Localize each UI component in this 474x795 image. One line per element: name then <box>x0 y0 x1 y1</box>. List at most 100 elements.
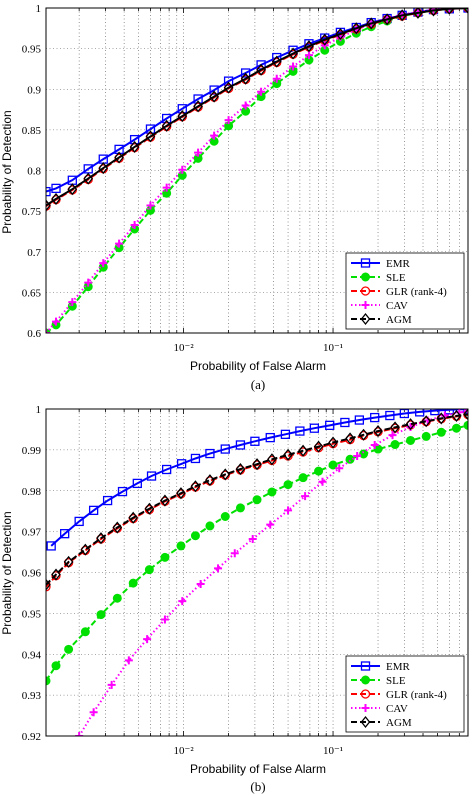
data-point <box>451 423 461 433</box>
data-point <box>64 644 74 654</box>
legend-label: CAV <box>386 703 408 715</box>
data-point <box>295 426 305 436</box>
y-tick-label: 0.75 <box>22 206 42 218</box>
data-point <box>220 468 231 481</box>
data-point <box>430 409 440 416</box>
legend-marker <box>360 715 371 729</box>
data-point <box>84 278 93 287</box>
data-point <box>196 579 205 588</box>
data-point <box>224 116 233 125</box>
data-point <box>160 615 169 624</box>
data-point <box>190 480 201 493</box>
series-line <box>46 8 468 333</box>
data-point <box>220 512 230 522</box>
data-point <box>353 452 362 461</box>
data-point <box>145 130 156 143</box>
data-point <box>436 412 447 425</box>
data-point <box>304 51 313 60</box>
data-point <box>370 412 380 423</box>
data-point <box>51 192 61 205</box>
data-point <box>328 436 338 449</box>
legend-marker <box>360 312 371 326</box>
data-point <box>130 220 139 229</box>
data-point <box>444 8 455 15</box>
data-point <box>205 521 215 531</box>
data-point <box>176 487 186 500</box>
data-point <box>144 502 155 515</box>
data-point <box>190 531 200 541</box>
data-point <box>80 543 91 556</box>
axes-frame <box>45 408 469 737</box>
plot-area <box>46 8 468 333</box>
legend-marker <box>360 661 371 671</box>
data-point <box>112 521 123 534</box>
data-point <box>89 708 98 717</box>
data-point <box>335 27 346 41</box>
data-point <box>413 8 423 19</box>
data-point <box>388 431 397 440</box>
panel-b: Probability of Detection Probability of … <box>0 404 469 794</box>
data-point <box>345 432 355 445</box>
data-point <box>102 495 113 506</box>
data-point <box>51 568 61 581</box>
plot-area <box>46 409 468 736</box>
panel-caption: (a) <box>251 377 265 392</box>
data-point <box>161 119 172 132</box>
data-point <box>252 495 262 505</box>
data-point <box>88 505 99 516</box>
legend-label: EMR <box>386 661 411 673</box>
data-point <box>252 458 262 471</box>
data-point <box>390 440 400 450</box>
legend-marker <box>360 286 371 296</box>
axes-frame <box>45 7 469 334</box>
x-tick-label: 10⁻¹ <box>323 745 343 757</box>
data-point <box>289 62 298 71</box>
data-point <box>194 148 203 157</box>
data-point <box>256 63 266 76</box>
y-tick-label: 0.65 <box>22 287 42 299</box>
data-point <box>366 17 377 30</box>
x-axis-label: Probability of False Alarm <box>190 359 326 373</box>
data-point <box>220 444 230 454</box>
data-point <box>267 487 277 497</box>
data-point <box>257 87 266 96</box>
series-line <box>46 8 468 207</box>
legend-label: GLR (rank-4) <box>386 689 447 701</box>
data-point <box>283 448 293 461</box>
data-point <box>340 417 350 428</box>
data-point <box>146 471 157 481</box>
legend-label: AGM <box>386 314 412 326</box>
data-point <box>214 564 223 573</box>
data-point <box>51 183 61 194</box>
series-agm <box>46 409 468 591</box>
data-point <box>444 409 454 415</box>
data-point <box>143 635 152 644</box>
legend-marker <box>361 301 370 309</box>
x-axis-label: Probability of False Alarm <box>190 762 326 776</box>
data-point <box>405 418 416 431</box>
data-point <box>52 317 61 326</box>
legend-label: EMR <box>386 258 411 270</box>
data-point <box>160 552 170 562</box>
data-point <box>68 298 77 307</box>
data-point <box>351 22 362 35</box>
y-tick-label: 0.8 <box>27 166 41 178</box>
data-point <box>283 480 293 490</box>
data-point <box>75 732 84 736</box>
data-point <box>205 448 215 459</box>
data-point <box>193 100 203 113</box>
y-tick-label: 1 <box>36 404 42 416</box>
data-point <box>382 13 392 26</box>
legend: EMR SLE GLR (rank-4) CAV AGM <box>345 252 465 330</box>
data-point <box>63 555 74 568</box>
data-point <box>80 627 90 637</box>
y-tick-label: 1 <box>36 3 42 15</box>
data-point <box>464 409 468 415</box>
data-point <box>128 511 139 524</box>
y-tick-label: 0.92 <box>22 731 41 743</box>
data-point <box>161 464 172 475</box>
data-point <box>298 444 308 457</box>
series-sle <box>46 420 468 686</box>
data-point <box>176 541 186 551</box>
